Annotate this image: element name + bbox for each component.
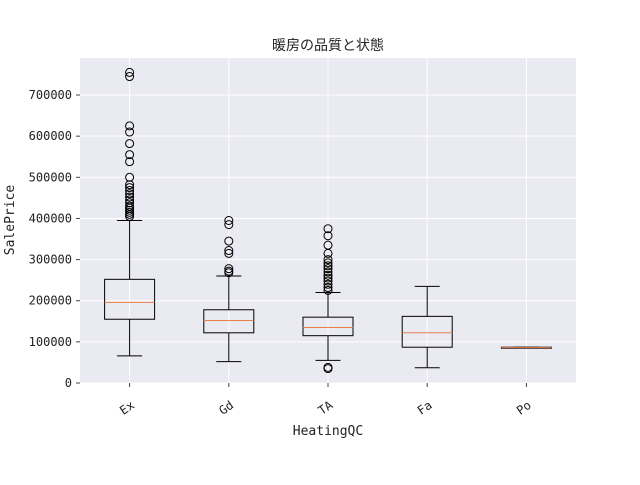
- outlier-point: [125, 157, 135, 167]
- box-iqr: [302, 316, 354, 337]
- outlier-point: [125, 127, 135, 137]
- outlier-point: [323, 283, 333, 293]
- x-tick-label: Ex: [117, 398, 137, 418]
- outlier-point: [125, 139, 135, 149]
- outlier-point: [224, 236, 234, 246]
- y-tick-label: 600000: [29, 129, 72, 143]
- y-tick-label: 300000: [29, 253, 72, 267]
- x-tick-label: TA: [316, 398, 337, 418]
- box-iqr: [203, 309, 255, 334]
- y-tick-label: 200000: [29, 294, 72, 308]
- outlier-point: [323, 255, 333, 265]
- y-tick-label: 400000: [29, 211, 72, 225]
- box-gd: [203, 216, 255, 363]
- outlier-point: [224, 216, 234, 225]
- y-axis-label: SalePrice: [3, 185, 18, 256]
- outlier-point: [323, 258, 333, 268]
- box-iqr: [401, 315, 453, 348]
- outlier-point: [125, 67, 135, 77]
- outlier-point: [125, 185, 135, 195]
- outlier-point: [125, 183, 135, 193]
- y-tick-label: 0: [65, 376, 72, 390]
- y-tick-label: 100000: [29, 335, 72, 349]
- box-iqr: [104, 278, 156, 320]
- outlier-point: [125, 150, 135, 160]
- x-axis-label: HeatingQC: [293, 424, 363, 439]
- box-ex: [104, 67, 156, 357]
- x-tick-label: Fa: [415, 398, 435, 418]
- outlier-point: [125, 192, 135, 202]
- x-tick-label: Gd: [216, 398, 236, 418]
- box-po: [500, 346, 552, 349]
- outlier-point: [323, 362, 333, 372]
- outlier-point: [125, 72, 135, 82]
- box-layer: [104, 67, 552, 374]
- y-tick-label: 500000: [29, 170, 72, 184]
- outlier-point: [323, 279, 333, 289]
- outlier-point: [224, 246, 234, 256]
- outlier-point: [323, 270, 333, 280]
- outlier-point: [125, 121, 135, 131]
- box-fa: [401, 285, 453, 369]
- x-tick-label: Po: [514, 398, 534, 418]
- outlier-point: [224, 248, 234, 258]
- outlier-point: [323, 264, 333, 274]
- outlier-point: [323, 267, 333, 277]
- outlier-point: [224, 264, 234, 274]
- outlier-point: [323, 240, 333, 250]
- outlier-point: [224, 266, 234, 276]
- outlier-point: [125, 198, 135, 208]
- outlier-point: [323, 276, 333, 286]
- outlier-point: [323, 261, 333, 271]
- axes: 0 100000 200000 300000 400000 500000 600000 700…: [29, 88, 534, 418]
- box-ta: [302, 224, 354, 374]
- outlier-point: [323, 224, 333, 234]
- outlier-point: [125, 180, 135, 190]
- outlier-point: [125, 189, 135, 199]
- outlier-point: [323, 273, 333, 283]
- outlier-point: [323, 285, 333, 295]
- outlier-point: [323, 231, 333, 241]
- chart-title: 暖房の品質と状態: [272, 38, 384, 54]
- outlier-point: [125, 172, 135, 182]
- outlier-point: [125, 195, 135, 205]
- outlier-point: [125, 201, 135, 211]
- y-tick-label: 700000: [29, 88, 72, 102]
- outlier-point: [224, 220, 234, 230]
